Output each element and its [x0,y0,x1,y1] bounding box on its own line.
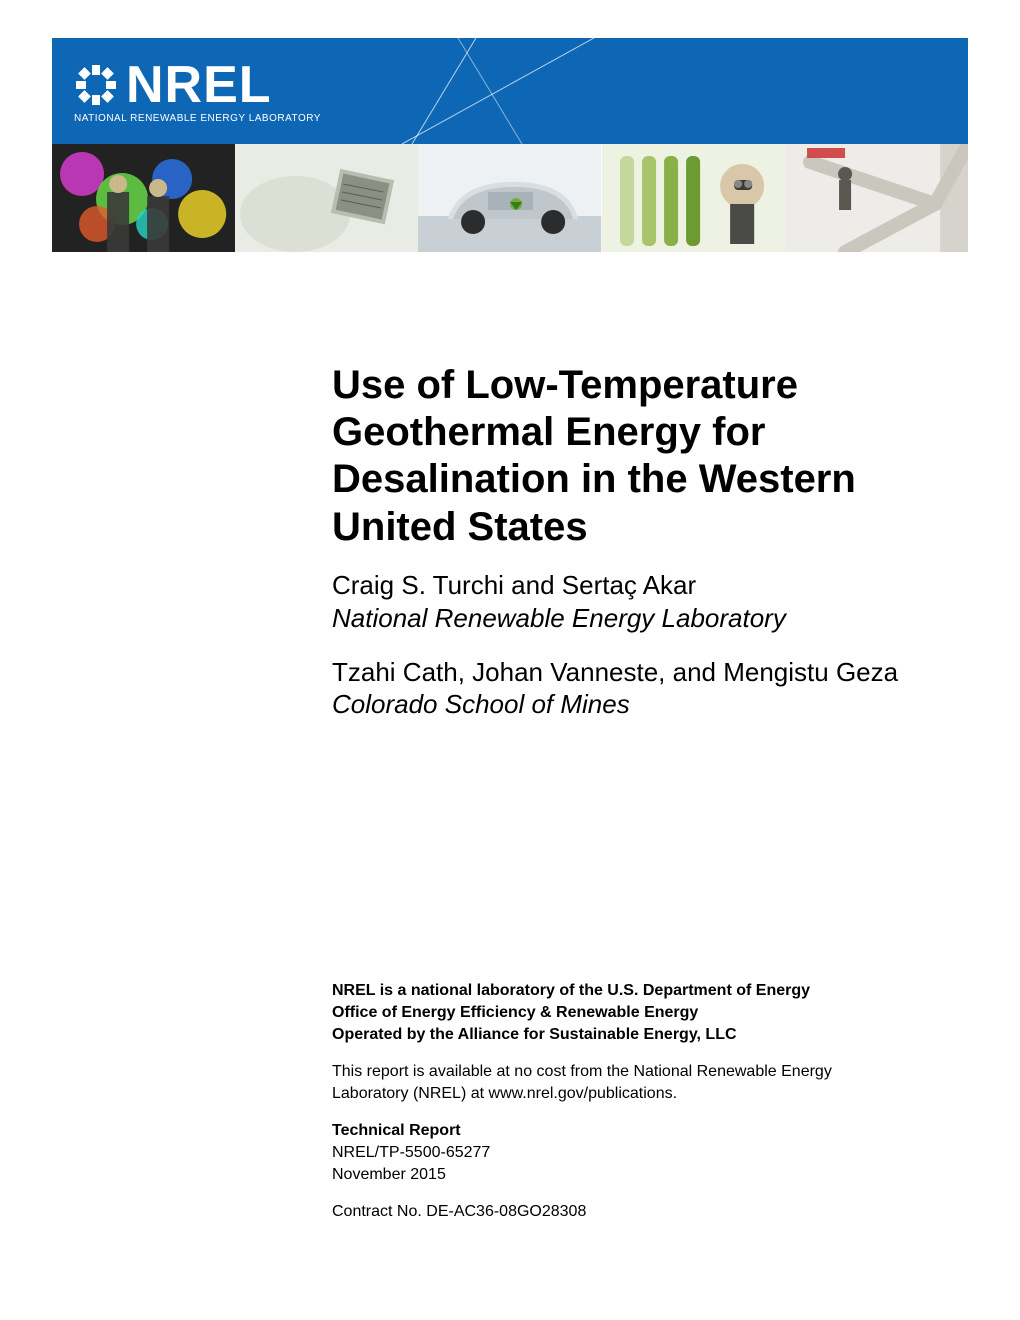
authors-1: Craig S. Turchi and Sertaç Akar [332,569,912,603]
logo-text: NREL [126,59,272,111]
photo-panel-1 [52,144,235,252]
footer-line3: Operated by the Alliance for Sustainable… [332,1024,912,1046]
authors-2: Tzahi Cath, Johan Vanneste, and Mengistu… [332,656,912,690]
footer-line1: NREL is a national laboratory of the U.S… [332,980,912,1002]
contract-number: Contract No. DE-AC36-08GO28308 [332,1201,912,1223]
photo-strip [52,144,968,252]
report-date: November 2015 [332,1164,912,1186]
report-title: Use of Low-Temperature Geothermal Energy… [332,362,912,551]
author-block-1: Craig S. Turchi and Sertaç Akar National… [332,569,912,634]
report-type: Technical Report [332,1120,912,1142]
photo-panel-2 [235,144,418,252]
photo-panel-3 [418,144,601,252]
author-block-2: Tzahi Cath, Johan Vanneste, and Mengistu… [332,656,912,721]
footer-line2: Office of Energy Efficiency & Renewable … [332,1002,912,1024]
footer-block: NREL is a national laboratory of the U.S… [332,980,912,1222]
header-banner: NREL NATIONAL RENEWABLE ENERGY LABORATOR… [52,38,968,144]
footer-availability: This report is available at no cost from… [332,1061,912,1104]
footer-report-info: Technical Report NREL/TP-5500-65277 Nove… [332,1120,912,1185]
footer-org-lines: NREL is a national laboratory of the U.S… [332,980,912,1045]
photo-panel-5 [785,144,968,252]
nrel-logo-mark [74,63,118,107]
logo-subtext: NATIONAL RENEWABLE ENERGY LABORATORY [74,113,321,124]
nrel-logo: NREL NATIONAL RENEWABLE ENERGY LABORATOR… [74,59,321,124]
affiliation-1: National Renewable Energy Laboratory [332,603,912,634]
main-content: Use of Low-Temperature Geothermal Energy… [332,362,912,720]
report-number: NREL/TP-5500-65277 [332,1142,912,1164]
photo-panel-4 [602,144,785,252]
affiliation-2: Colorado School of Mines [332,689,912,720]
